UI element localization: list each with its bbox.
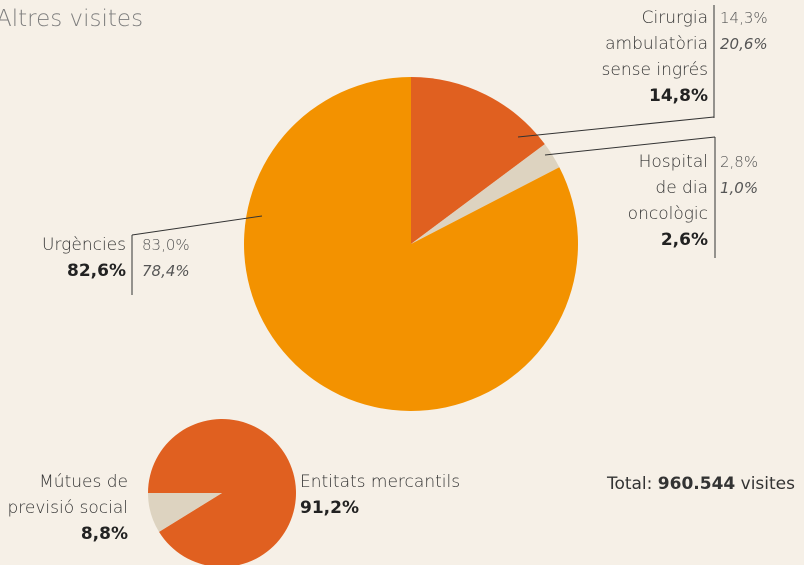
slice-label: Hospital de dia oncològic 2,6%: [628, 149, 708, 253]
slice-value: 82,6%: [67, 261, 126, 281]
slice-value: 91,2%: [300, 498, 359, 518]
total: Total: 960.544 visites: [607, 471, 795, 497]
comparison-values: 14,3% 20,6%: [720, 5, 768, 57]
comparison-value: 1,0%: [720, 179, 759, 197]
slice-label: Urgències 82,6%: [42, 232, 126, 284]
slice-name: Entitats mercantils: [300, 472, 461, 492]
slice-value: 14,8%: [649, 86, 708, 106]
slice-label: Mútues de previsió social 8,8%: [7, 469, 128, 547]
comparison-value: 20,6%: [720, 35, 768, 53]
pie-slice: [411, 77, 545, 244]
comparison-values: 83,0% 78,4%: [142, 232, 190, 284]
pie-slice: [411, 144, 560, 244]
total-suffix: visites: [740, 474, 795, 494]
total-prefix: Total:: [606, 474, 653, 494]
slice-name: Cirurgia ambulatòria sense ingrés: [601, 8, 708, 80]
slice-value: 2,6%: [660, 230, 708, 250]
pie-slice: [148, 493, 222, 532]
leader-line: [131, 215, 263, 236]
comparison-value: 83,0%: [142, 236, 190, 254]
pie-slice: [148, 419, 296, 565]
leader-line: [517, 116, 715, 138]
comparison-value: 14,3%: [720, 9, 768, 27]
slice-name: Hospital de dia oncològic: [627, 152, 708, 224]
slice-label: Entitats mercantils 91,2%: [300, 469, 460, 521]
comparison-values: 2,8% 1,0%: [720, 149, 758, 201]
slice-name: Mútues de previsió social: [7, 472, 128, 518]
comparison-value: 2,8%: [720, 153, 759, 171]
total-amount: 960.544: [657, 474, 736, 494]
chart-title: Altres visites: [0, 6, 144, 32]
comparison-value: 78,4%: [142, 262, 190, 280]
slice-value: 8,8%: [80, 524, 128, 544]
pie-slice: [243, 77, 578, 411]
leader-line: [544, 136, 716, 156]
slice-label: Cirurgia ambulatòria sense ingrés 14,8%: [602, 5, 708, 109]
slice-name: Urgències: [42, 235, 126, 255]
